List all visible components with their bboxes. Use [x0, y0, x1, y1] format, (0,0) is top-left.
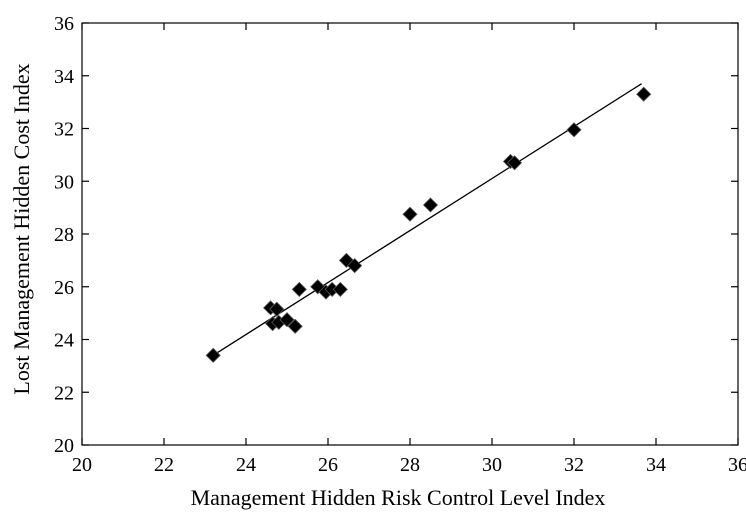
y-tick-label: 26 — [54, 277, 74, 299]
x-tick-label: 22 — [154, 454, 174, 476]
y-tick-label: 32 — [54, 119, 74, 141]
data-point — [636, 86, 652, 102]
y-axis-label: Lost Management Hidden Cost Index — [9, 63, 34, 394]
data-point — [269, 301, 285, 317]
x-axis-label: Management Hidden Risk Control Level Ind… — [191, 485, 606, 510]
y-tick-label: 24 — [54, 330, 74, 352]
y-tick-label: 36 — [54, 13, 74, 35]
data-point — [287, 318, 303, 334]
y-tick-label: 20 — [54, 435, 74, 457]
y-tick-label: 30 — [54, 171, 74, 193]
data-point — [402, 206, 418, 222]
data-point — [205, 347, 221, 363]
data-point — [332, 281, 348, 297]
data-point — [347, 258, 363, 274]
y-tick-label: 28 — [54, 224, 74, 246]
x-tick-label: 28 — [400, 454, 420, 476]
x-axis-ticks: 20 22 24 26 28 30 32 34 36 — [72, 23, 746, 476]
x-tick-label: 34 — [646, 454, 666, 476]
y-axis-ticks: 20 22 24 26 28 30 32 34 36 — [54, 13, 738, 457]
x-tick-label: 32 — [564, 454, 584, 476]
points-layer — [205, 86, 652, 363]
data-point — [279, 312, 295, 328]
x-tick-label: 20 — [72, 454, 92, 476]
y-tick-label: 22 — [54, 382, 74, 404]
y-tick-label: 34 — [54, 66, 74, 88]
data-point — [506, 155, 523, 171]
plot-frame — [81, 22, 739, 446]
data-point — [291, 281, 307, 297]
data-point — [422, 197, 439, 213]
x-tick-label: 24 — [236, 454, 256, 476]
x-tick-label: 30 — [482, 454, 502, 476]
plot-area — [81, 22, 739, 446]
x-tick-label: 26 — [318, 454, 338, 476]
x-tick-label: 36 — [728, 454, 746, 476]
data-point — [566, 122, 582, 138]
